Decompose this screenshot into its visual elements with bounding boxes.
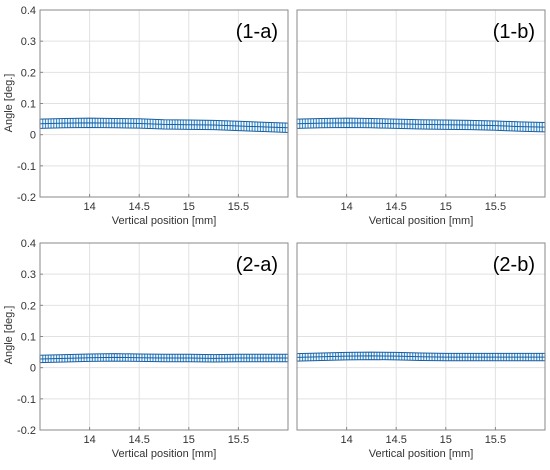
x-tick-label: 14 (83, 201, 95, 213)
panel-1-a: 14 14.5 15 15.5 -0.2 -0.1 0 0.1 0.2 0.3 0.4 (1-a) Ve… (17, 5, 289, 227)
series-line (296, 355, 545, 358)
x-tick-label: 14.5 (385, 201, 406, 213)
y-tick-label: 0.4 (21, 238, 36, 250)
x-tick-label: 14 (340, 201, 352, 213)
error-cap-lower (39, 126, 289, 133)
y-tick-label: 0 (30, 363, 36, 375)
error-cap-upper (296, 117, 546, 124)
x-tick-label: 14.5 (128, 201, 149, 213)
y-tick-label: 0.4 (21, 5, 36, 17)
ylabel-2: Angle [deg.] (3, 306, 15, 365)
panel-label: (1-b) (493, 21, 535, 43)
panel-1-b: 14 14.5 15 15.5 (1-b) Vertical position [mm] (296, 9, 546, 227)
y-tick-label: 0.3 (21, 269, 36, 281)
axes-frame (296, 242, 546, 431)
panel-label: (2-a) (236, 254, 278, 276)
y-tick-label: 0.2 (21, 67, 36, 79)
panel-2-b: 14 14.5 15 15.5 (2-b) Vertical position [mm] (296, 242, 546, 460)
axes-frame (39, 242, 289, 431)
x-tick-label: 15 (183, 201, 195, 213)
x-tick-label: 15.5 (228, 201, 249, 213)
x-tick-label: 15.5 (485, 201, 506, 213)
error-cap-lower (39, 360, 288, 364)
x-tick-label: 15 (440, 201, 452, 213)
x-tick-label: 15.5 (228, 434, 249, 446)
series-line (39, 356, 288, 360)
series-line (296, 122, 546, 128)
x-tick-label: 15.5 (485, 434, 506, 446)
x-tick-label: 14.5 (385, 434, 406, 446)
panel-label: (2-b) (493, 254, 535, 276)
x-tick-label: 15 (440, 434, 452, 446)
panel-label: (1-a) (236, 21, 278, 43)
x-axis-label: Vertical position [mm] (369, 448, 474, 460)
panel-2-a: 14 14.5 15 15.5 -0.2 -0.1 0 0.1 0.2 0.3 0.4 (2-a) Ve… (17, 238, 289, 460)
y-tick-label: 0.1 (21, 99, 36, 111)
x-tick-label: 14 (83, 434, 95, 446)
y-tick-label: -0.1 (17, 394, 36, 406)
y-tick-label: 0.2 (21, 300, 36, 312)
y-tick-label: -0.2 (17, 192, 36, 204)
error-cap-upper (296, 351, 545, 355)
error-cap-upper (39, 353, 288, 356)
y-tick-label: 0.3 (21, 36, 36, 48)
ylabel-1: Angle [deg.] (3, 74, 15, 133)
series-line (39, 122, 289, 129)
axes-frame (296, 9, 546, 198)
y-tick-label: -0.2 (17, 425, 36, 437)
x-tick-label: 14 (340, 434, 352, 446)
y-tick-label: 0 (30, 130, 36, 142)
x-tick-label: 15 (183, 434, 195, 446)
error-cap-lower (296, 126, 546, 133)
error-cap-lower (296, 359, 545, 362)
x-tick-label: 14.5 (128, 434, 149, 446)
y-tick-label: 0.1 (21, 332, 36, 344)
y-tick-label: -0.1 (17, 161, 36, 173)
axes-frame (39, 9, 289, 198)
x-axis-label: Vertical position [mm] (112, 448, 217, 460)
x-axis-label: Vertical position [mm] (112, 215, 217, 227)
x-axis-label: Vertical position [mm] (369, 215, 474, 227)
error-cap-upper (39, 117, 289, 124)
